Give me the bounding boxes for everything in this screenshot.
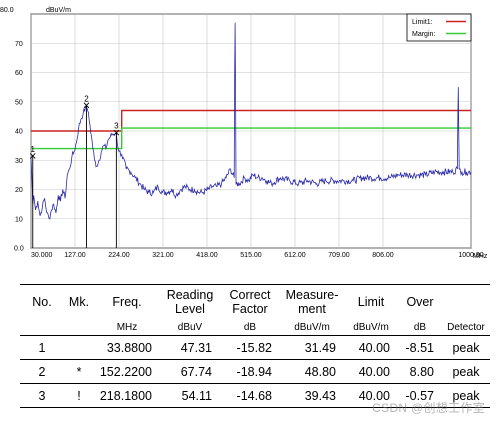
x-tick-label: 224.00 [108, 252, 130, 259]
header-limit: Limit [344, 284, 398, 319]
header-detector [442, 284, 490, 319]
marker-point [113, 129, 120, 136]
cell-detector: peak [442, 335, 490, 360]
cell-limit: 40.00 [344, 359, 398, 384]
y-tick-label: 80.0 [0, 7, 14, 14]
axis-labels: 30.000 127.00 224.00 321.00 418.00 515.00 612.… [0, 7, 484, 259]
limit-line [31, 109, 471, 132]
series-line [30, 22, 472, 220]
cell-over: -8.51 [398, 335, 442, 360]
cell-measurement: 39.43 [280, 383, 344, 408]
grid [30, 13, 472, 249]
table-row: 1 33.8800 47.31 -15.82 31.49 40.00 -8.51… [20, 335, 490, 360]
cell-freq: 218.1800 [94, 383, 160, 408]
y-axis-label: dBuV/m [46, 7, 71, 14]
cell-reading-level: 47.31 [160, 335, 220, 360]
emission-chart: 1 2 3 30.000 127.00 224.00 321.00 418.00 515.00… [0, 7, 488, 260]
y-tick-label: 30 [15, 158, 23, 165]
header-measurement: Measure-ment [280, 284, 344, 319]
table-row: 3 ! 218.1800 54.11 -14.68 39.43 40.00 -0… [20, 383, 490, 408]
x-tick-label: 30.000 [31, 252, 53, 259]
legend-box [406, 13, 472, 42]
unit-limit: dBuV/m [344, 319, 398, 336]
marker-label: 2 [84, 94, 89, 103]
marker-point [83, 102, 90, 109]
cell-correct-factor: -15.82 [220, 335, 280, 360]
x-tick-label: 515.00 [240, 252, 262, 259]
y-tick-label: 40 [15, 129, 23, 136]
cell-mk [64, 335, 94, 360]
cell-no: 3 [20, 383, 64, 408]
legend-label-margin: Margin: [412, 31, 435, 38]
series [30, 22, 472, 220]
cell-over: -0.57 [398, 383, 442, 408]
cell-correct-factor: -14.68 [220, 383, 280, 408]
header-correct-factor: Correct Factor [220, 284, 280, 319]
y-tick-label: 10 [15, 216, 23, 223]
header-freq: Freq. [94, 284, 160, 319]
table-unit-row: MHz dBuV dB dBuV/m dBuV/m dB Detector [20, 319, 490, 336]
cell-no: 2 [20, 359, 64, 384]
cell-reading-level: 67.74 [160, 359, 220, 384]
y-tick-label: 0.0 [14, 246, 24, 253]
cell-measurement: 31.49 [280, 335, 344, 360]
x-tick-label: 321.00 [152, 252, 174, 259]
unit-no [20, 319, 64, 336]
cell-measurement: 48.80 [280, 359, 344, 384]
unit-reading-level: dBuV [160, 319, 220, 336]
cell-limit: 40.00 [344, 335, 398, 360]
unit-freq: MHz [94, 319, 160, 336]
watermark-text: CSDN @创想工作室 [372, 401, 485, 415]
cell-correct-factor: -18.94 [220, 359, 280, 384]
x-tick-label: 709.00 [328, 252, 350, 259]
cell-freq: 152.2200 [94, 359, 160, 384]
y-tick-label: 20 [15, 187, 23, 194]
x-tick-label: 1000.00 [458, 252, 483, 259]
legend: Limit1: Margin: [406, 13, 472, 42]
x-tick-label: 612.00 [284, 252, 306, 259]
cell-mk: * [64, 359, 94, 384]
y-tick-label: 70 [15, 41, 23, 48]
header-reading-level: Reading Level [160, 284, 220, 319]
cell-detector: peak [442, 359, 490, 384]
limit-lines [31, 109, 471, 150]
x-axis-unit: MHz [473, 253, 488, 260]
y-tick-label: 50 [15, 99, 23, 106]
header-over: Over [398, 284, 442, 319]
cell-freq: 33.8800 [94, 335, 160, 360]
unit-detector: Detector [442, 319, 490, 336]
cell-mk: ! [64, 383, 94, 408]
table-header-row: No. Mk. Freq. Reading Level Correct Factor… [20, 284, 490, 319]
margin-line [31, 127, 471, 150]
header-mk: Mk. [64, 284, 94, 319]
marker-label: 1 [31, 145, 36, 154]
unit-measurement: dBuV/m [280, 319, 344, 336]
cell-over: 8.80 [398, 359, 442, 384]
cell-no: 1 [20, 335, 64, 360]
cell-reading-level: 54.11 [160, 383, 220, 408]
y-tick-label: 60 [15, 70, 23, 77]
marker-label: 3 [114, 122, 119, 131]
x-tick-label: 127.00 [64, 252, 86, 259]
x-tick-label: 806.00 [372, 252, 394, 259]
header-no: No. [20, 284, 64, 319]
unit-over: dB [398, 319, 442, 336]
unit-correct-factor: dB [220, 319, 280, 336]
cell-limit: 40.00 [344, 383, 398, 408]
markers: 1 2 3 [29, 94, 120, 248]
legend-label-limit: Limit1: [412, 19, 433, 26]
table-row: 2 * 152.2200 67.74 -18.94 48.80 40.00 8.… [20, 359, 490, 384]
cell-detector: peak [442, 383, 490, 408]
unit-mk [64, 319, 94, 336]
results-table: No. Mk. Freq. Reading Level Correct Factor… [20, 284, 490, 408]
x-tick-label: 418.00 [196, 252, 218, 259]
marker-point [29, 153, 36, 159]
